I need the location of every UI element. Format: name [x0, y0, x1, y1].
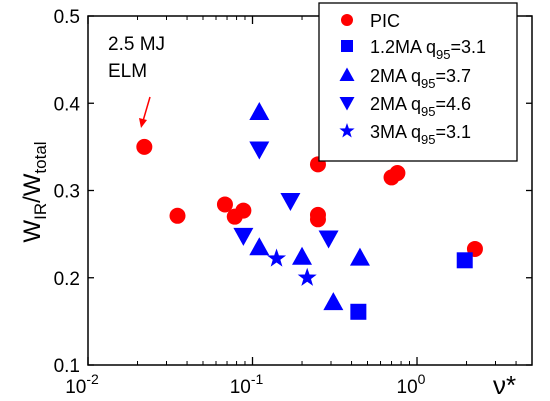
y-tick-label: 0.3 [54, 182, 80, 203]
legend-label: 2MA q95=3.7 [370, 66, 471, 91]
x-tick-label-exponent: -2 [86, 371, 99, 387]
legend-label-value: =4.6 [436, 94, 472, 114]
legend-box [318, 2, 518, 162]
data-point-square [456, 252, 473, 269]
legend-label-subscript: 95 [421, 76, 435, 91]
data-point-triangle-up [292, 246, 313, 265]
data-point-triangle-down [280, 192, 301, 211]
legend-label-main: 1.2MA q [370, 37, 436, 57]
legend-label-value: =3.1 [451, 37, 487, 57]
legend-marker-group [341, 14, 353, 26]
legend-marker-group [339, 97, 355, 111]
annotation-line-1: 2.5 MJ [108, 34, 165, 55]
y-axis-title: WIR/Wtotal [19, 141, 50, 242]
x-tick-label-exponent: -1 [251, 371, 264, 387]
data-point-circle [136, 138, 153, 155]
legend-label-subscript: 95 [436, 47, 450, 62]
legend-marker-triangle-up [339, 67, 355, 81]
legend-label-value: =3.1 [436, 122, 472, 142]
legend-marker-star [339, 123, 355, 138]
legend-marker-triangle-down [339, 97, 355, 111]
annotation-arrow-shaft [142, 96, 151, 122]
data-point-triangle-up [349, 247, 370, 266]
data-point-circle [235, 202, 252, 219]
legend-label: 2MA q95=4.6 [370, 94, 471, 119]
legend-label: 3MA q95=3.1 [370, 122, 471, 147]
data-point-triangle-up [249, 101, 270, 120]
x-tick-label: 10-2 [65, 371, 99, 398]
annotation: 2.5 MJ ELM [108, 34, 165, 128]
x-axis-title: ν* [493, 370, 516, 400]
legend-marker-group [341, 40, 353, 52]
data-point-circle [216, 196, 233, 213]
y-axis-title-slash: /W [19, 173, 46, 203]
data-point-circle [169, 207, 186, 224]
y-axis-ticks: 0.1 0.2 0.3 0.4 0.5 [54, 7, 532, 377]
legend-marker-square [341, 40, 353, 52]
legend-label-main: PIC [370, 11, 400, 31]
y-axis-title-main: W [19, 220, 46, 243]
data-point-star [267, 248, 287, 267]
x-tick-label-base: 10 [230, 377, 251, 398]
legend-marker-group [339, 123, 355, 138]
data-point-circle [389, 165, 406, 182]
data-point-triangle-down [233, 227, 254, 246]
data-point-star [297, 267, 317, 286]
legend-label-main: 2MA q [370, 66, 421, 86]
legend-label: PIC [370, 11, 400, 31]
legend-label-main: 2MA q [370, 94, 421, 114]
x-tick-label-base: 10 [397, 377, 418, 398]
data-point-circle [309, 211, 326, 228]
legend-marker-group [339, 67, 355, 81]
y-axis-title-sub-ir: IR [31, 203, 50, 220]
data-point-square [350, 303, 367, 320]
x-tick-label-exponent: 0 [418, 371, 426, 387]
data-point-triangle-up [249, 237, 270, 256]
y-tick-label: 0.4 [54, 94, 81, 115]
y-axis-title-sub-total: total [31, 141, 50, 173]
data-point-triangle-up [323, 292, 344, 311]
legend-label-main: 3MA q [370, 122, 421, 142]
legend-label: 1.2MA q95=3.1 [370, 37, 486, 62]
data-point-triangle-down [318, 230, 339, 249]
x-axis-ticks: 10-2 10-1 100 [65, 16, 533, 398]
legend-label-subscript: 95 [421, 104, 435, 119]
y-tick-label: 0.5 [54, 7, 80, 28]
y-tick-label: 0.2 [54, 269, 80, 290]
annotation-line-2: ELM [108, 61, 147, 82]
legend-label-value: =3.7 [436, 66, 472, 86]
legend-label-subscript: 95 [421, 132, 435, 147]
legend-marker-circle [341, 14, 353, 26]
x-tick-label: 100 [397, 371, 426, 398]
data-point-triangle-down [249, 141, 270, 160]
x-tick-label: 10-1 [230, 371, 264, 398]
y-tick-label: 0.1 [54, 356, 80, 377]
x-tick-label-base: 10 [65, 377, 86, 398]
annotation-arrow-head [139, 118, 147, 128]
